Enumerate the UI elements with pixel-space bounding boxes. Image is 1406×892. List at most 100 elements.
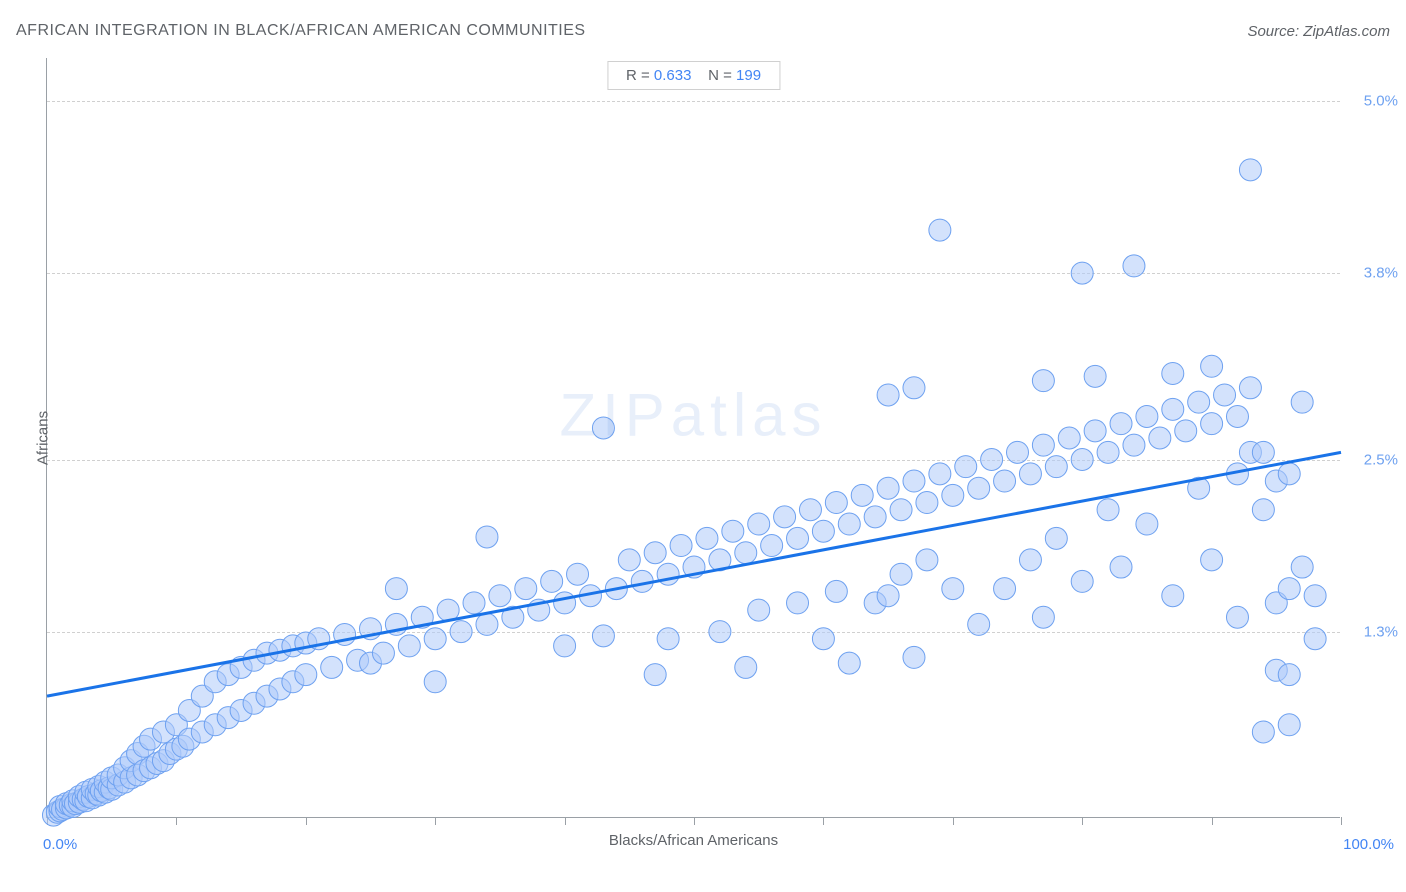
- n-value: 199: [736, 67, 761, 84]
- x-min-label: 0.0%: [43, 836, 77, 853]
- data-point: [877, 585, 899, 607]
- data-point: [825, 492, 847, 514]
- data-point: [1123, 255, 1145, 277]
- y-axis-label: Africans: [35, 410, 52, 464]
- data-point: [1071, 262, 1093, 284]
- data-point: [424, 628, 446, 650]
- y-tick-label: 5.0%: [1364, 93, 1398, 110]
- data-point: [670, 535, 692, 557]
- data-point: [851, 484, 873, 506]
- data-point: [321, 656, 343, 678]
- data-point: [1136, 513, 1158, 535]
- trend-line: [47, 452, 1341, 696]
- data-point: [1058, 427, 1080, 449]
- data-point: [1214, 384, 1236, 406]
- data-point: [489, 585, 511, 607]
- x-tick: [306, 817, 307, 825]
- data-point: [1239, 159, 1261, 181]
- data-point: [1084, 365, 1106, 387]
- n-label: N =: [708, 67, 732, 84]
- data-point: [812, 520, 834, 542]
- data-point: [748, 599, 770, 621]
- data-point: [644, 542, 666, 564]
- data-point: [657, 628, 679, 650]
- data-point: [1201, 355, 1223, 377]
- data-point: [463, 592, 485, 614]
- data-point: [929, 219, 951, 241]
- data-point: [968, 613, 990, 635]
- data-point: [722, 520, 744, 542]
- data-point: [709, 621, 731, 643]
- data-point: [877, 477, 899, 499]
- r-value: 0.633: [654, 67, 692, 84]
- x-tick: [435, 817, 436, 825]
- x-tick: [823, 817, 824, 825]
- data-point: [1071, 570, 1093, 592]
- data-point: [1252, 721, 1274, 743]
- data-point: [554, 635, 576, 657]
- data-point: [1252, 499, 1274, 521]
- data-point: [372, 642, 394, 664]
- data-point: [1032, 606, 1054, 628]
- header: AFRICAN INTEGRATION IN BLACK/AFRICAN AME…: [16, 22, 1390, 40]
- data-point: [1032, 434, 1054, 456]
- data-point: [1175, 420, 1197, 442]
- x-tick: [1212, 817, 1213, 825]
- data-point: [799, 499, 821, 521]
- y-tick-label: 3.8%: [1364, 265, 1398, 282]
- x-tick: [953, 817, 954, 825]
- data-point: [644, 664, 666, 686]
- data-point: [1162, 398, 1184, 420]
- data-point: [994, 470, 1016, 492]
- data-point: [994, 578, 1016, 600]
- data-point: [424, 671, 446, 693]
- data-point: [903, 377, 925, 399]
- data-point: [1201, 549, 1223, 571]
- data-point: [838, 513, 860, 535]
- data-point: [1032, 370, 1054, 392]
- data-point: [1045, 456, 1067, 478]
- data-point: [1045, 527, 1067, 549]
- data-point: [903, 646, 925, 668]
- data-point: [385, 578, 407, 600]
- data-point: [1097, 441, 1119, 463]
- data-point: [968, 477, 990, 499]
- data-point: [1149, 427, 1171, 449]
- y-tick-label: 2.5%: [1364, 451, 1398, 468]
- data-point: [1201, 413, 1223, 435]
- data-point: [398, 635, 420, 657]
- data-point: [1304, 628, 1326, 650]
- x-tick: [694, 817, 695, 825]
- data-point: [515, 578, 537, 600]
- x-max-label: 100.0%: [1343, 836, 1394, 853]
- data-point: [592, 625, 614, 647]
- data-point: [1278, 463, 1300, 485]
- data-point: [592, 417, 614, 439]
- data-point: [787, 527, 809, 549]
- data-point: [903, 470, 925, 492]
- data-point: [864, 506, 886, 528]
- data-point: [1226, 606, 1248, 628]
- data-point: [942, 484, 964, 506]
- data-point: [554, 592, 576, 614]
- x-tick: [565, 817, 566, 825]
- source-label: Source: ZipAtlas.com: [1247, 23, 1390, 40]
- data-point: [1304, 585, 1326, 607]
- data-point: [929, 463, 951, 485]
- stats-box: R = 0.633 N = 199: [607, 61, 780, 90]
- data-point: [1278, 714, 1300, 736]
- data-point: [1239, 377, 1261, 399]
- data-point: [476, 526, 498, 548]
- r-label: R =: [626, 67, 650, 84]
- data-point: [890, 563, 912, 585]
- data-point: [1188, 391, 1210, 413]
- x-tick: [1082, 817, 1083, 825]
- data-point: [955, 456, 977, 478]
- data-point: [618, 549, 640, 571]
- y-tick-label: 1.3%: [1364, 623, 1398, 640]
- data-point: [774, 506, 796, 528]
- data-point: [1110, 556, 1132, 578]
- data-point: [825, 580, 847, 602]
- data-point: [696, 527, 718, 549]
- data-point: [1110, 413, 1132, 435]
